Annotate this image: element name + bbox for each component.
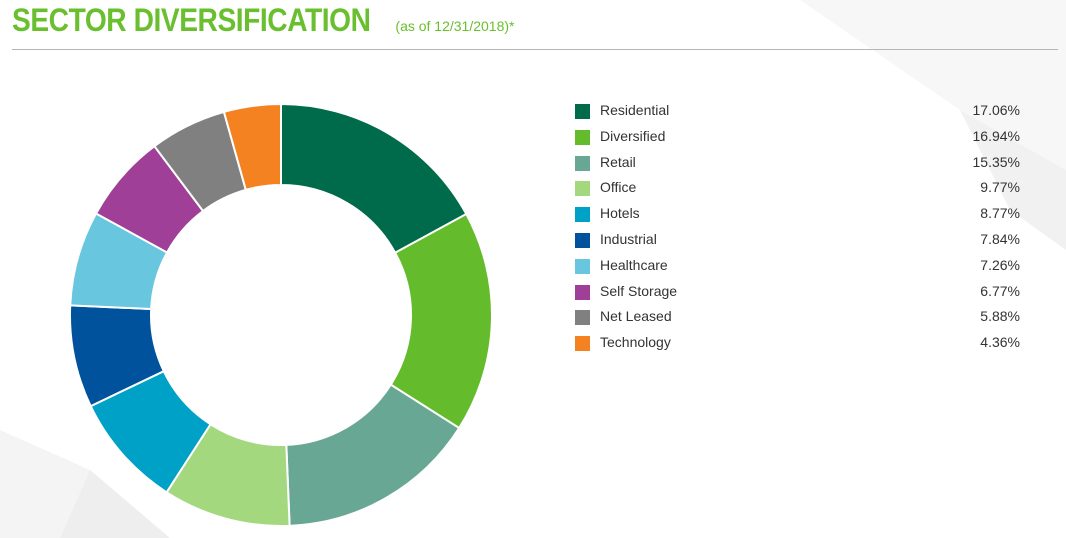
legend-item-net-leased: Net Leased 5.88% [575,307,1020,327]
legend-item-hotels: Hotels 8.77% [575,204,1020,224]
legend-item-diversified: Diversified 16.94% [575,127,1020,147]
legend-swatch [575,336,590,352]
legend-value: 6.77% [980,282,1020,299]
legend-label: Diversified [600,127,666,144]
header-divider [12,49,1058,50]
legend-swatch [575,104,590,119]
legend-label: Hotels [600,205,640,222]
legend-label: Net Leased [600,308,672,325]
legend-item-technology: Technology 4.36% [575,333,1020,353]
legend-item-retail: Retail 15.35% [575,153,1020,173]
legend-item-residential: Residential 17.06% [575,101,1020,121]
legend-swatch [575,310,590,326]
legend-label: Technology [600,334,671,351]
legend-swatch [575,129,590,145]
legend-value: 7.26% [980,256,1020,273]
legend-swatch [575,181,590,197]
legend-swatch [575,207,590,223]
slice-technology [222,102,282,192]
legend-swatch [575,233,590,248]
legend-label: Self Storage [600,282,678,299]
legend-value: 7.84% [980,231,1020,247]
legend-label: Industrial [600,231,657,247]
legend-value: 17.06% [972,102,1020,118]
legend-label: Office [600,179,637,196]
legend-item-self-storage: Self Storage 6.77% [575,282,1020,302]
legend-label: Healthcare [600,256,668,273]
legend-swatch [575,155,590,171]
legend-item-industrial: Industrial 7.84% [575,230,1020,250]
legend-label: Residential [600,102,670,118]
legend-value: 8.77% [980,205,1020,222]
legend-swatch [575,284,590,300]
legend-value: 9.77% [980,179,1020,196]
legend-value: 5.88% [980,308,1020,325]
legend-swatch [575,258,590,274]
legend-item-office: Office 9.77% [575,178,1020,198]
legend-value: 16.94% [972,127,1020,144]
legend-value: 4.36% [980,334,1020,351]
header: SECTOR DIVERSIFICATION (as of 12/31/2018… [12,2,515,39]
chart-subtitle: (as of 12/31/2018)* [395,18,515,34]
legend-item-healthcare: Healthcare 7.26% [575,256,1020,276]
chart-title: SECTOR DIVERSIFICATION [12,2,371,38]
legend-label: Retail [600,153,636,170]
legend-value: 15.35% [972,153,1020,170]
